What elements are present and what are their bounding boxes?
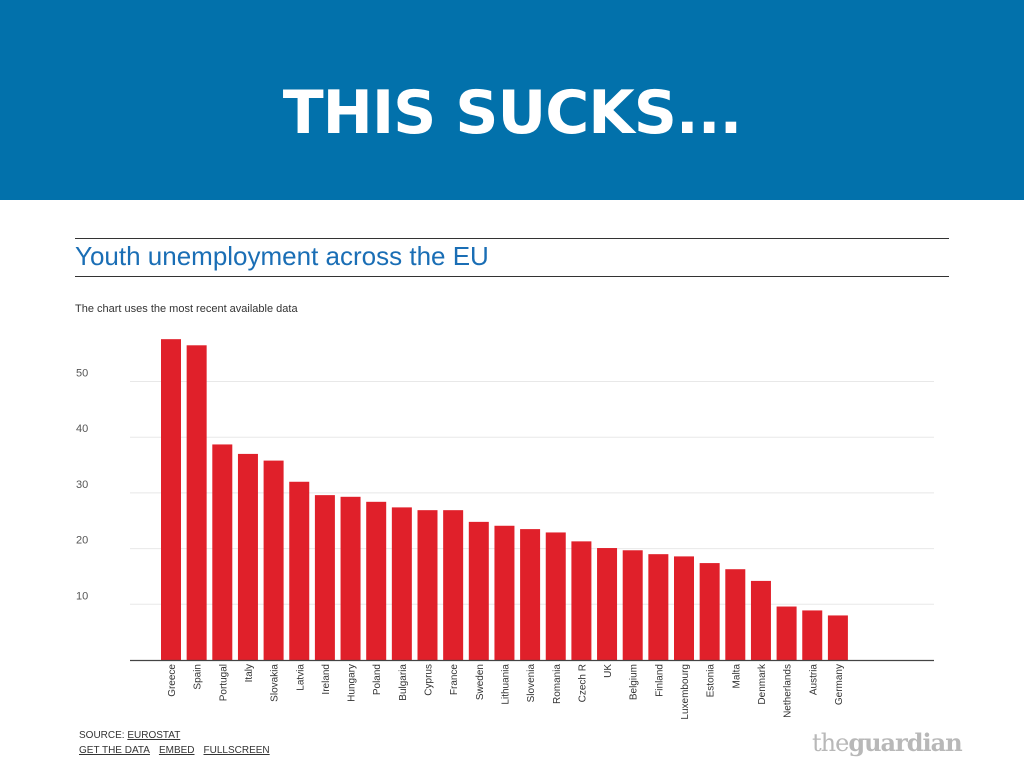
- bar-spain: [186, 345, 207, 660]
- x-tick-label: Greece: [167, 664, 178, 697]
- banner: THIS SUCKS...: [0, 0, 1024, 200]
- banner-title: THIS SUCKS...: [282, 78, 743, 148]
- y-tick-label: 20: [76, 535, 88, 547]
- bar-uk: [597, 548, 618, 660]
- bar-finland: [648, 554, 669, 660]
- bar-denmark: [750, 580, 771, 660]
- bar-bulgaria: [391, 507, 412, 660]
- x-tick-label: Slovenia: [526, 664, 537, 703]
- bar-luxembourg: [674, 556, 694, 660]
- x-tick-label: Luxembourg: [680, 664, 691, 720]
- x-tick-label: Finland: [654, 664, 665, 697]
- x-tick-label: UK: [603, 664, 614, 678]
- bar-austria: [802, 610, 823, 660]
- logo-part-the: the: [812, 729, 849, 757]
- bar-estonia: [699, 563, 720, 660]
- x-tick-label: Bulgaria: [398, 664, 409, 701]
- guardian-logo: theguardian: [812, 728, 963, 758]
- source-prefix: SOURCE:: [79, 730, 128, 741]
- bar-slovakia: [263, 460, 284, 660]
- x-tick-label: Austria: [808, 664, 819, 696]
- x-tick-label: Denmark: [757, 663, 768, 705]
- bar-portugal: [212, 444, 233, 660]
- y-tick-label: 30: [76, 479, 88, 491]
- x-tick-label: Belgium: [629, 664, 640, 700]
- x-tick-label: Slovakia: [270, 664, 281, 702]
- x-tick-label: France: [449, 664, 460, 696]
- y-tick-label: 10: [76, 590, 88, 602]
- x-tick-label: Malta: [731, 664, 742, 689]
- bar-chart: 10 20 30 40 50 Greece Spain Portugal Italy Slovak…: [76, 339, 934, 720]
- bar-malta: [725, 569, 746, 660]
- x-tick-label: Poland: [372, 664, 383, 695]
- embed-link[interactable]: EMBED: [158, 745, 195, 756]
- bar-ireland: [314, 495, 335, 660]
- bar-belgium: [622, 550, 643, 660]
- x-tick-label: Czech R: [577, 664, 588, 702]
- bar-czech-r: [571, 541, 592, 660]
- bar-poland: [366, 501, 387, 660]
- bar-sweden: [468, 521, 489, 660]
- bar-italy: [237, 453, 258, 660]
- x-tick-label: Italy: [244, 664, 255, 682]
- logo-part-guardian: guardian: [848, 728, 962, 757]
- y-tick-label: 50: [76, 368, 88, 380]
- bar-romania: [545, 532, 566, 660]
- bar-slovenia: [520, 529, 541, 660]
- x-tick-label: Latvia: [295, 664, 306, 691]
- x-tick-label: Spain: [193, 664, 204, 690]
- bar-latvia: [289, 481, 310, 660]
- title-top-rule: [75, 238, 949, 239]
- x-tick-label: Hungary: [347, 664, 358, 702]
- x-tick-label: Portugal: [218, 664, 229, 701]
- source-link[interactable]: EUROSTAT: [127, 730, 181, 741]
- footer-links: GET THE DATA EMBED FULLSCREEN: [79, 744, 279, 757]
- bar-cyprus: [417, 510, 438, 660]
- bar-france: [443, 510, 464, 660]
- bar-germany: [827, 615, 848, 660]
- bar-lithuania: [494, 525, 515, 660]
- x-tick-label: Ireland: [321, 664, 332, 695]
- x-tick-label: Estonia: [706, 664, 717, 698]
- x-tick-label: Netherlands: [783, 664, 794, 718]
- y-tick-label: 40: [76, 423, 88, 435]
- x-tick-label: Germany: [834, 664, 845, 705]
- bar-netherlands: [776, 606, 797, 660]
- x-tick-label: Sweden: [475, 664, 486, 700]
- bar-hungary: [340, 496, 361, 660]
- chart-subtitle: The chart uses the most recent available…: [75, 303, 298, 315]
- title-bottom-rule: [75, 276, 949, 277]
- chart-title: Youth unemployment across the EU: [75, 241, 489, 271]
- bar-greece: [161, 339, 181, 660]
- fullscreen-link[interactable]: FULLSCREEN: [203, 745, 270, 756]
- get-data-link[interactable]: GET THE DATA: [79, 745, 150, 756]
- x-tick-label: Lithuania: [500, 664, 511, 705]
- footer-source: SOURCE: EUROSTAT: [79, 729, 180, 742]
- x-tick-label: Romania: [552, 664, 563, 704]
- x-tick-label: Cyprus: [424, 664, 435, 696]
